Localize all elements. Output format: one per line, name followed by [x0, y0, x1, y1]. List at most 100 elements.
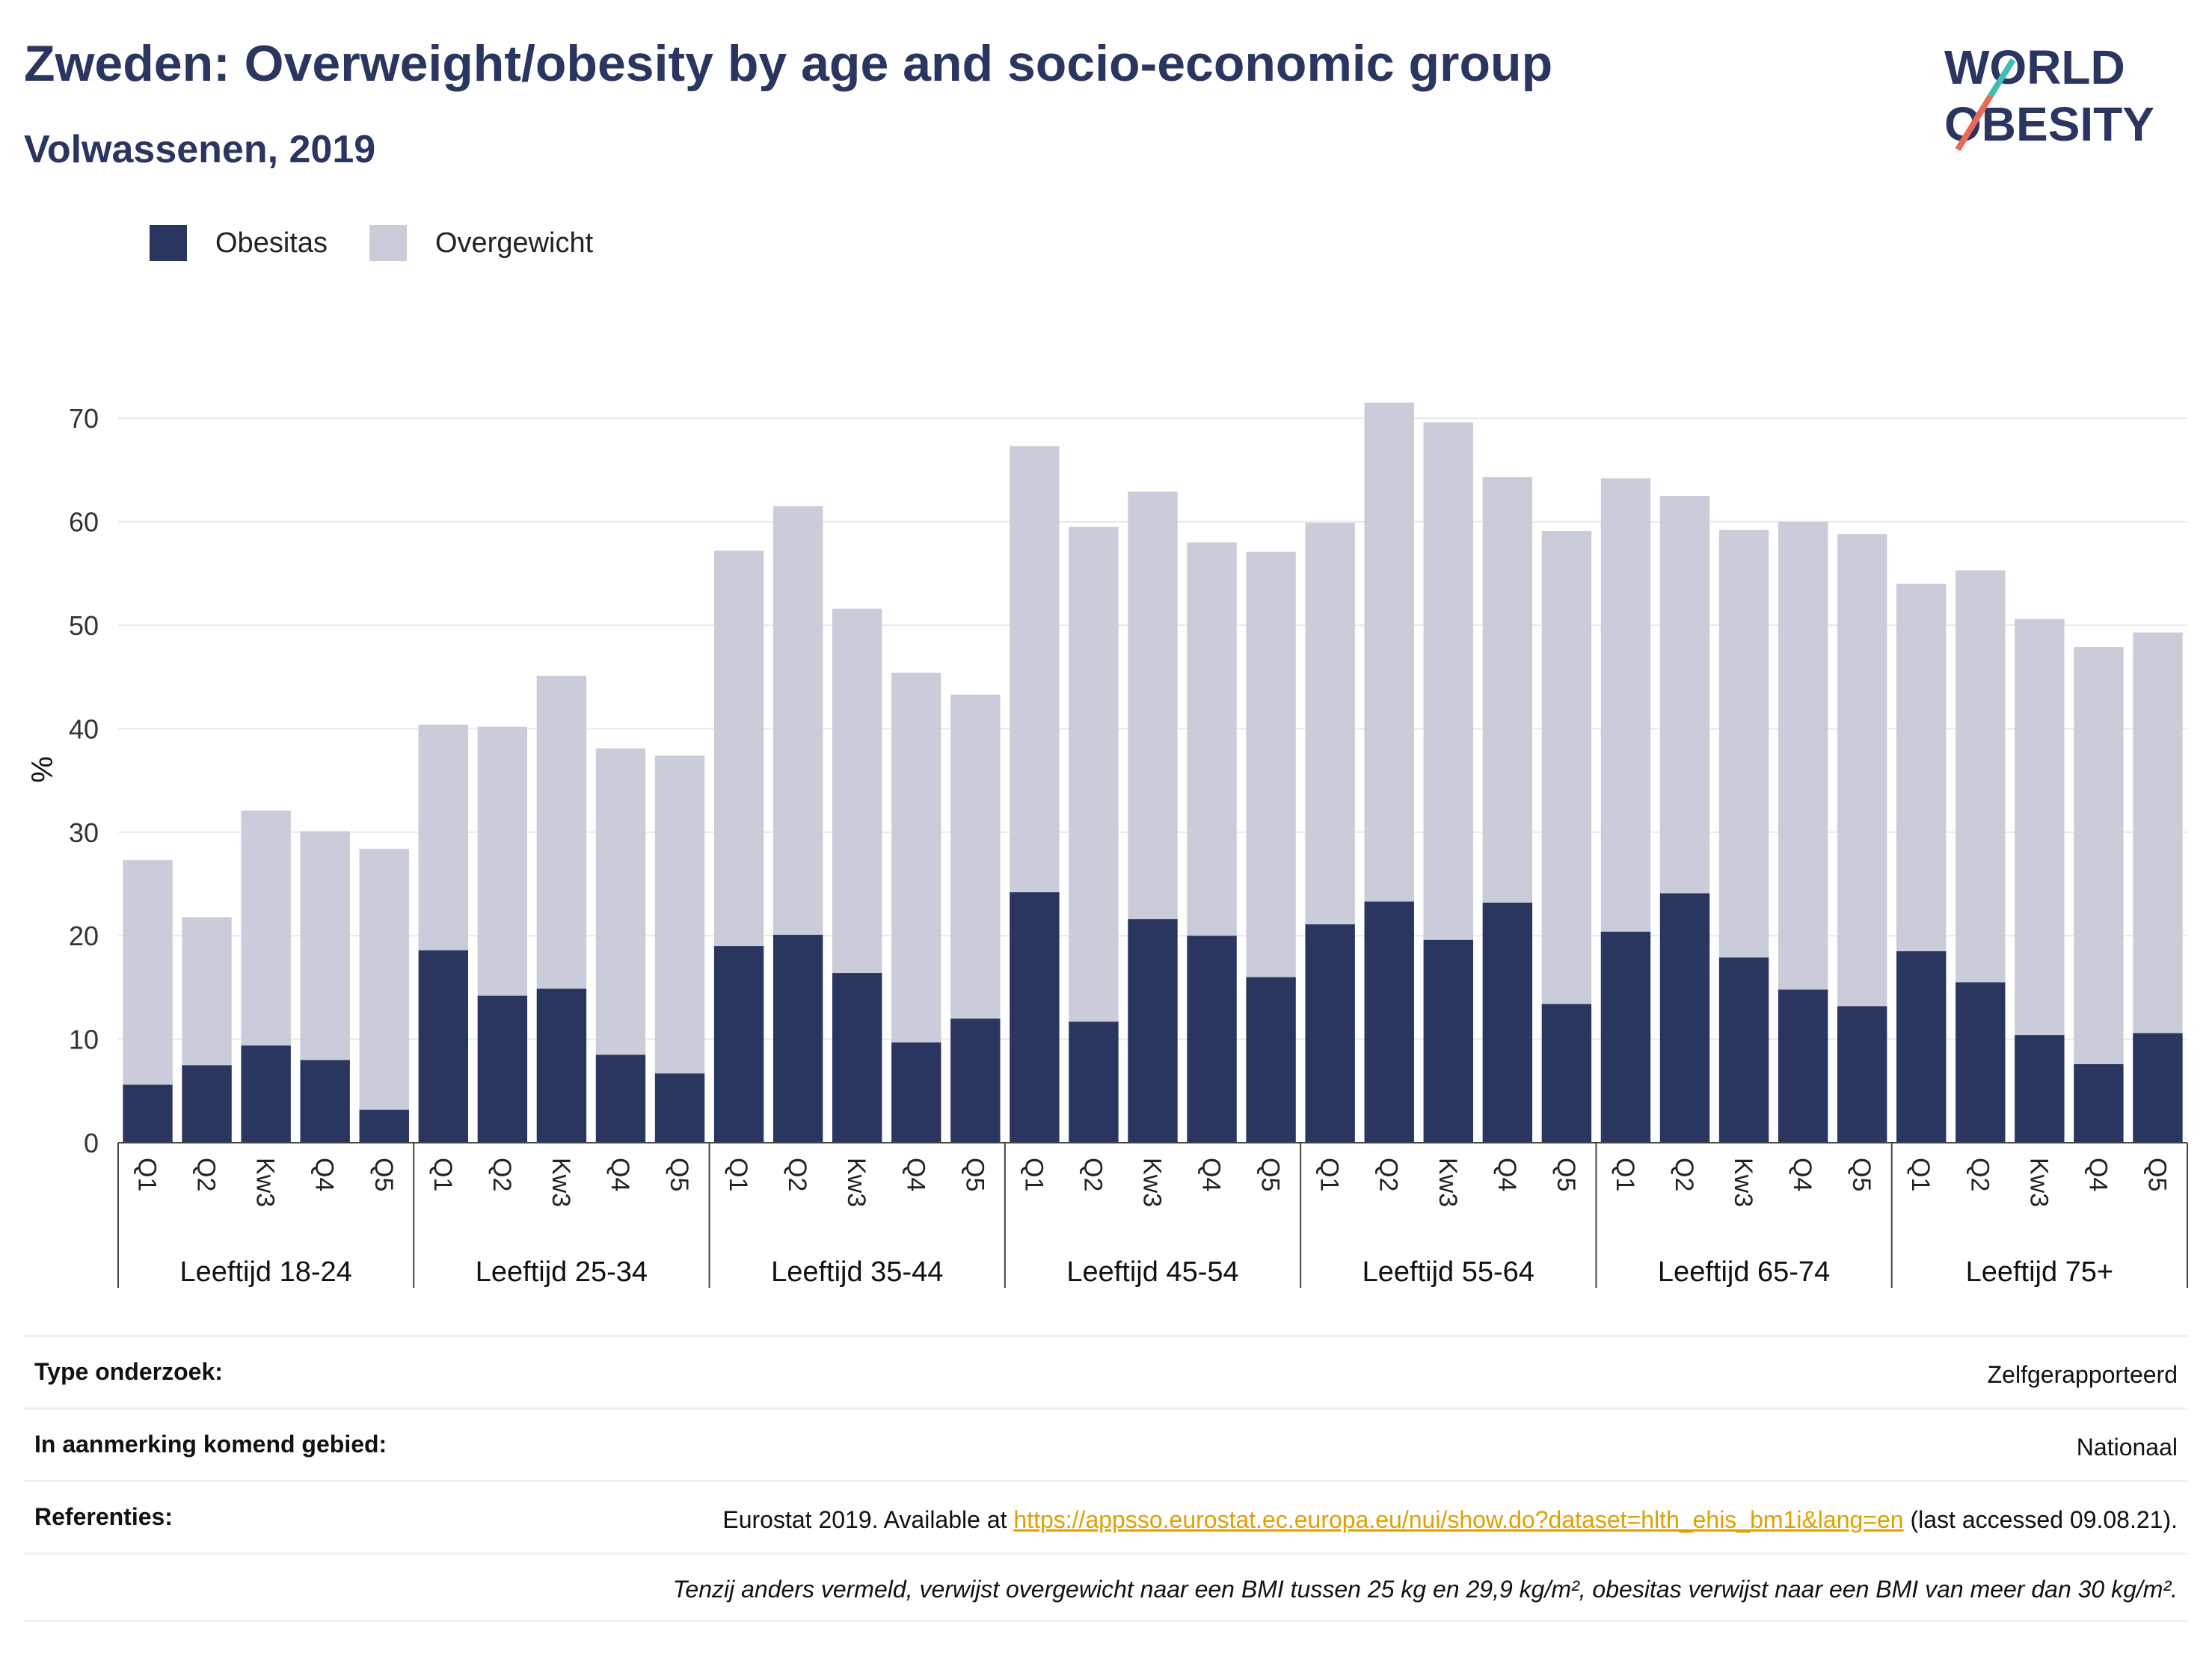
bar-obesity — [241, 1045, 291, 1143]
x-tick-label: Q4 — [2083, 1158, 2112, 1191]
bar-obesity — [1837, 1006, 1887, 1143]
group-label: Leeftijd 25-34 — [476, 1256, 648, 1288]
bar-overweight — [477, 726, 528, 996]
bar-obesity — [2015, 1035, 2065, 1143]
bar-obesity — [832, 973, 882, 1143]
x-tick-label: Q2 — [1965, 1158, 1994, 1191]
bar-overweight — [1187, 542, 1237, 936]
x-tick-label: Q2 — [1374, 1158, 1403, 1191]
x-tick-label: Q1 — [428, 1158, 457, 1191]
bar-overweight — [418, 724, 469, 951]
bar-overweight — [1069, 526, 1119, 1022]
bar-obesity — [1069, 1022, 1119, 1143]
info-value: Eurostat 2019. Available at https://apps… — [722, 1503, 2178, 1536]
legend-item-obesity[interactable]: Obesitas — [150, 225, 328, 261]
x-tick-label: Q5 — [665, 1158, 693, 1191]
x-tick-label: Q1 — [1611, 1158, 1639, 1191]
bar-obesity — [713, 946, 764, 1143]
bar-overweight — [1718, 529, 1769, 958]
logo-line-2: OBESITY — [1944, 97, 2154, 151]
bar-obesity — [1896, 951, 1947, 1143]
info-table: Type onderzoek: Zelfgerapporteerd In aan… — [24, 1335, 2188, 1622]
bar-obesity — [182, 1065, 232, 1143]
bar-obesity — [1364, 901, 1414, 1143]
x-tick-label: Q4 — [901, 1158, 930, 1191]
bar-obesity — [1010, 892, 1060, 1143]
bar-overweight — [1659, 496, 1710, 894]
bar-overweight — [1778, 521, 1828, 990]
bar-overweight — [1541, 531, 1592, 1004]
x-tick-label: Q1 — [1906, 1158, 1935, 1191]
bar-overweight — [595, 748, 646, 1055]
x-tick-label: Q2 — [783, 1158, 811, 1191]
bar-overweight — [713, 550, 764, 947]
x-tick-label: Q5 — [2142, 1158, 2171, 1191]
group-label: Leeftijd 35-44 — [771, 1256, 943, 1288]
y-axis-label: % — [26, 756, 59, 783]
bar-obesity — [418, 950, 469, 1143]
bar-overweight — [1010, 446, 1060, 893]
y-tick-label: 10 — [69, 1025, 99, 1055]
x-tick-label: Q1 — [1019, 1158, 1048, 1191]
y-tick-label: 60 — [69, 507, 99, 538]
bar-obesity — [2133, 1033, 2183, 1143]
logo-slash-red — [1955, 93, 1994, 152]
legend-swatch-overweight — [369, 225, 407, 261]
y-tick-label: 70 — [69, 403, 99, 434]
bar-overweight — [1246, 551, 1296, 977]
legend-item-overweight[interactable]: Overgewicht — [369, 225, 593, 261]
x-tick-label: Q1 — [1315, 1158, 1344, 1191]
x-tick-label: Kw3 — [547, 1158, 575, 1207]
bar-obesity — [2074, 1063, 2124, 1143]
bar-obesity — [123, 1084, 173, 1143]
x-tick-label: Q2 — [192, 1158, 221, 1191]
bar-obesity — [300, 1060, 350, 1143]
bar-obesity — [477, 995, 528, 1143]
x-tick-label: Kw3 — [1729, 1158, 1757, 1207]
bar-overweight — [1896, 583, 1947, 951]
bar-overweight — [1600, 478, 1651, 932]
x-tick-label: Q4 — [1197, 1158, 1226, 1191]
x-tick-label: Q5 — [960, 1158, 989, 1191]
stacked-bar-chart: 0 10 20 30 40 50 60 70% Q1 Q2 Kw3 Q4 Q5 Leeftijd 18-2… — [26, 402, 2188, 1288]
info-label: Referenties: — [34, 1503, 173, 1530]
x-tick-label: Kw3 — [1138, 1158, 1167, 1207]
bar-overweight — [241, 810, 291, 1045]
world-obesity-logo: WORLD OBESITY — [1944, 40, 2154, 152]
bar-obesity — [950, 1018, 1001, 1143]
reference-prefix: Eurostat 2019. Available at — [722, 1506, 1014, 1533]
bar-overweight — [1956, 570, 2006, 983]
legend-swatch-obesity — [150, 225, 187, 261]
x-tick-label: Kw3 — [842, 1158, 870, 1207]
bar-obesity — [1600, 931, 1651, 1143]
bar-overweight — [1364, 402, 1414, 902]
bar-obesity — [1659, 893, 1710, 1143]
reference-suffix: (last accessed 09.08.21). — [1903, 1506, 2178, 1533]
reference-link[interactable]: https://appsso.eurostat.ec.europa.eu/nui… — [1013, 1506, 1904, 1533]
info-value: Zelfgerapporteerd — [1987, 1361, 2178, 1388]
bar-overweight — [2015, 618, 2065, 1036]
bar-overweight — [123, 860, 173, 1085]
x-tick-label: Kw3 — [1434, 1158, 1462, 1207]
bar-obesity — [654, 1073, 705, 1143]
info-row-area: In aanmerking komend gebied: Nationaal — [24, 1407, 2188, 1480]
y-tick-label: 50 — [69, 610, 99, 641]
bar-overweight — [182, 917, 232, 1066]
bar-overweight — [536, 675, 587, 989]
bar-overweight — [1837, 534, 1887, 1007]
x-tick-label: Q5 — [1256, 1158, 1285, 1191]
bar-obesity — [1187, 936, 1237, 1143]
bar-overweight — [654, 755, 705, 1074]
page-title: Zweden: Overweight/obesity by age and so… — [24, 35, 1553, 92]
x-tick-label: Q5 — [1847, 1158, 1875, 1191]
x-tick-label: Kw3 — [251, 1158, 280, 1207]
legend-label-overweight: Overgewicht — [434, 227, 594, 259]
bar-overweight — [2074, 647, 2124, 1064]
y-tick-label: 20 — [69, 921, 99, 951]
x-tick-label: Q5 — [369, 1158, 398, 1191]
bar-obesity — [536, 988, 587, 1143]
bar-overweight — [832, 608, 882, 974]
bar-obesity — [772, 934, 823, 1143]
bar-obesity — [1128, 919, 1178, 1143]
info-row-footnote: Tenzij anders vermeld, verwijst overgewi… — [24, 1553, 2188, 1622]
